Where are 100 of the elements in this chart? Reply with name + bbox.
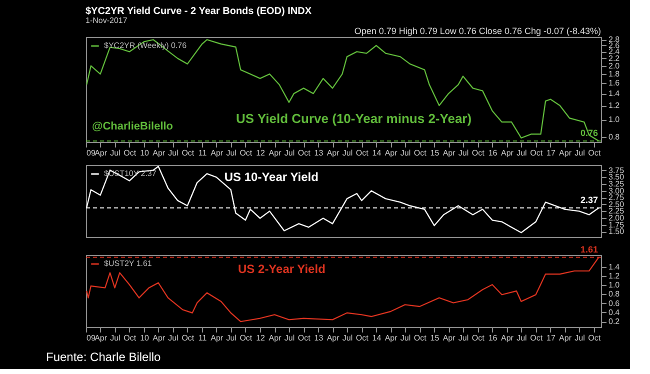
x-tick-label: Oct <box>530 334 544 342</box>
x-tick-label: 09 <box>86 334 96 342</box>
x-tick-label: 16 <box>488 148 498 158</box>
y-tick-label: 1.2 <box>608 101 620 110</box>
x-tick-label: 13 <box>314 334 324 342</box>
x-tick-label: Apr <box>559 148 572 158</box>
y-tick-label: 1.50 <box>608 227 625 236</box>
x-tick-label: 14 <box>372 334 382 342</box>
chart-title: $YC2YR Yield Curve - 2 Year Bonds (EOD) INDX <box>86 6 312 17</box>
x-tick-label: 14 <box>372 148 382 158</box>
x-tick-label: Oct <box>240 334 253 342</box>
x-tick-label: Apr <box>326 148 340 158</box>
x-tick-label: 17 <box>546 148 556 158</box>
x-tick-label: 10 <box>140 334 150 342</box>
y-tick-label: 2.0 <box>608 61 620 70</box>
x-tick-label: Oct <box>356 148 370 158</box>
source-note: Fuente: Charle Bilello <box>46 350 162 364</box>
y-tick-label: 2.75 <box>608 193 625 202</box>
x-tick-label: Oct <box>472 334 486 342</box>
x-tick-label: 16 <box>488 334 498 342</box>
y-tick-label: 3.25 <box>608 180 625 189</box>
x-tick-label: 11 <box>198 334 208 342</box>
x-tick-label: 15 <box>430 148 440 158</box>
x-tick-label: Apr <box>152 148 166 158</box>
x-tick-label: 13 <box>314 148 324 158</box>
annotation: US Yield Curve (10-Year minus 2-Year) <box>236 110 472 126</box>
x-tick-label: Jul <box>458 148 469 158</box>
x-tick-label: 09 <box>86 148 96 158</box>
y-tick-label: 1.2 <box>608 271 620 280</box>
x-tick-label: Apr <box>501 148 514 158</box>
x-tick-label: Apr <box>501 334 514 342</box>
x-tick-label: Apr <box>442 334 456 342</box>
legend-label: $UST2Y 1.61 <box>104 259 152 268</box>
x-tick-label: Apr <box>210 334 224 342</box>
y-tick-label: 1.0 <box>608 280 620 290</box>
ref-line-label: 2.37 <box>580 194 598 205</box>
x-tick-label: Oct <box>588 148 602 158</box>
x-tick-label: Oct <box>472 148 486 158</box>
x-tick-label: Apr <box>94 334 108 342</box>
x-tick-label: Apr <box>326 334 340 342</box>
x-tick-label: Apr <box>268 334 282 342</box>
y-tick-label: 2.00 <box>608 213 625 222</box>
y-tick-label: 0.4 <box>608 308 620 317</box>
x-tick-label: Oct <box>182 334 195 342</box>
y-tick-label: 1.8 <box>608 70 620 79</box>
x-tick-label: 15 <box>430 334 440 342</box>
x-tick-label: Jul <box>110 334 121 342</box>
x-tick-label: Oct <box>414 148 428 158</box>
x-tick-label: Oct <box>588 334 602 342</box>
x-tick-label: Jul <box>400 148 411 158</box>
x-tick-label: 12 <box>256 334 266 342</box>
y-tick-label: 2.25 <box>608 206 625 216</box>
x-tick-label: Jul <box>226 334 237 342</box>
x-tick-label: Apr <box>94 148 108 158</box>
x-tick-label: Apr <box>152 334 166 342</box>
x-tick-label: Jul <box>284 148 295 158</box>
annotation: US 2-Year Yield <box>238 262 326 276</box>
text: Open 0.79 High 0.79 Low 0.76 Close 0.76 Chg -0.07 (-8.43%) <box>354 26 601 36</box>
x-tick-label: Jul <box>342 334 353 342</box>
x-tick-label: Jul <box>516 334 528 342</box>
x-tick-label: Jul <box>516 148 528 158</box>
y-tick-label: 0.8 <box>608 290 620 299</box>
ref-line-label: 1.61 <box>580 244 598 254</box>
x-tick-label: Jul <box>574 334 586 342</box>
y-tick-label: 1.4 <box>608 262 620 272</box>
x-tick-label: Jul <box>574 148 586 158</box>
x-tick-label: Jul <box>226 148 237 158</box>
y-tick-label: 0.8 <box>608 132 620 142</box>
y-tick-label: 0.6 <box>608 298 620 308</box>
y-tick-label: 2.50 <box>608 200 625 209</box>
x-tick-label: Apr <box>442 148 456 158</box>
y-tick-label: 0.2 <box>608 317 620 326</box>
y-tick-label: 2.4 <box>608 47 620 56</box>
x-tick-label: 11 <box>198 148 208 158</box>
x-tick-label: Oct <box>240 148 253 158</box>
x-tick-label: 10 <box>140 148 150 158</box>
y-tick-label: 1.0 <box>608 115 620 124</box>
x-tick-label: Apr <box>384 148 398 158</box>
x-tick-label: Apr <box>559 334 572 342</box>
chart-subtitle: 1-Nov-2017 <box>86 16 128 25</box>
x-tick-label: Jul <box>168 334 179 342</box>
annotation: US 10-Year Yield <box>224 170 318 184</box>
x-tick-label: Jul <box>400 334 411 342</box>
x-tick-label: Oct <box>124 148 137 158</box>
x-tick-label: Oct <box>124 334 137 342</box>
y-tick-label: 1.75 <box>608 220 625 230</box>
x-tick-label: Apr <box>384 334 398 342</box>
annotation: @CharlieBilello <box>92 120 174 132</box>
x-tick-label: Apr <box>210 148 224 158</box>
x-tick-label: Oct <box>298 334 312 342</box>
x-tick-label: Apr <box>268 148 282 158</box>
y-tick-label: 3.00 <box>608 186 625 196</box>
x-tick-label: Oct <box>530 148 544 158</box>
x-tick-label: Jul <box>342 148 353 158</box>
y-tick-label: 1.6 <box>608 78 620 88</box>
x-tick-label: Jul <box>168 148 179 158</box>
y-tick-label: 3.50 <box>608 172 625 182</box>
x-tick-label: 12 <box>256 148 266 158</box>
x-tick-label: Oct <box>414 334 428 342</box>
y-tick-label: 1.4 <box>608 89 620 98</box>
